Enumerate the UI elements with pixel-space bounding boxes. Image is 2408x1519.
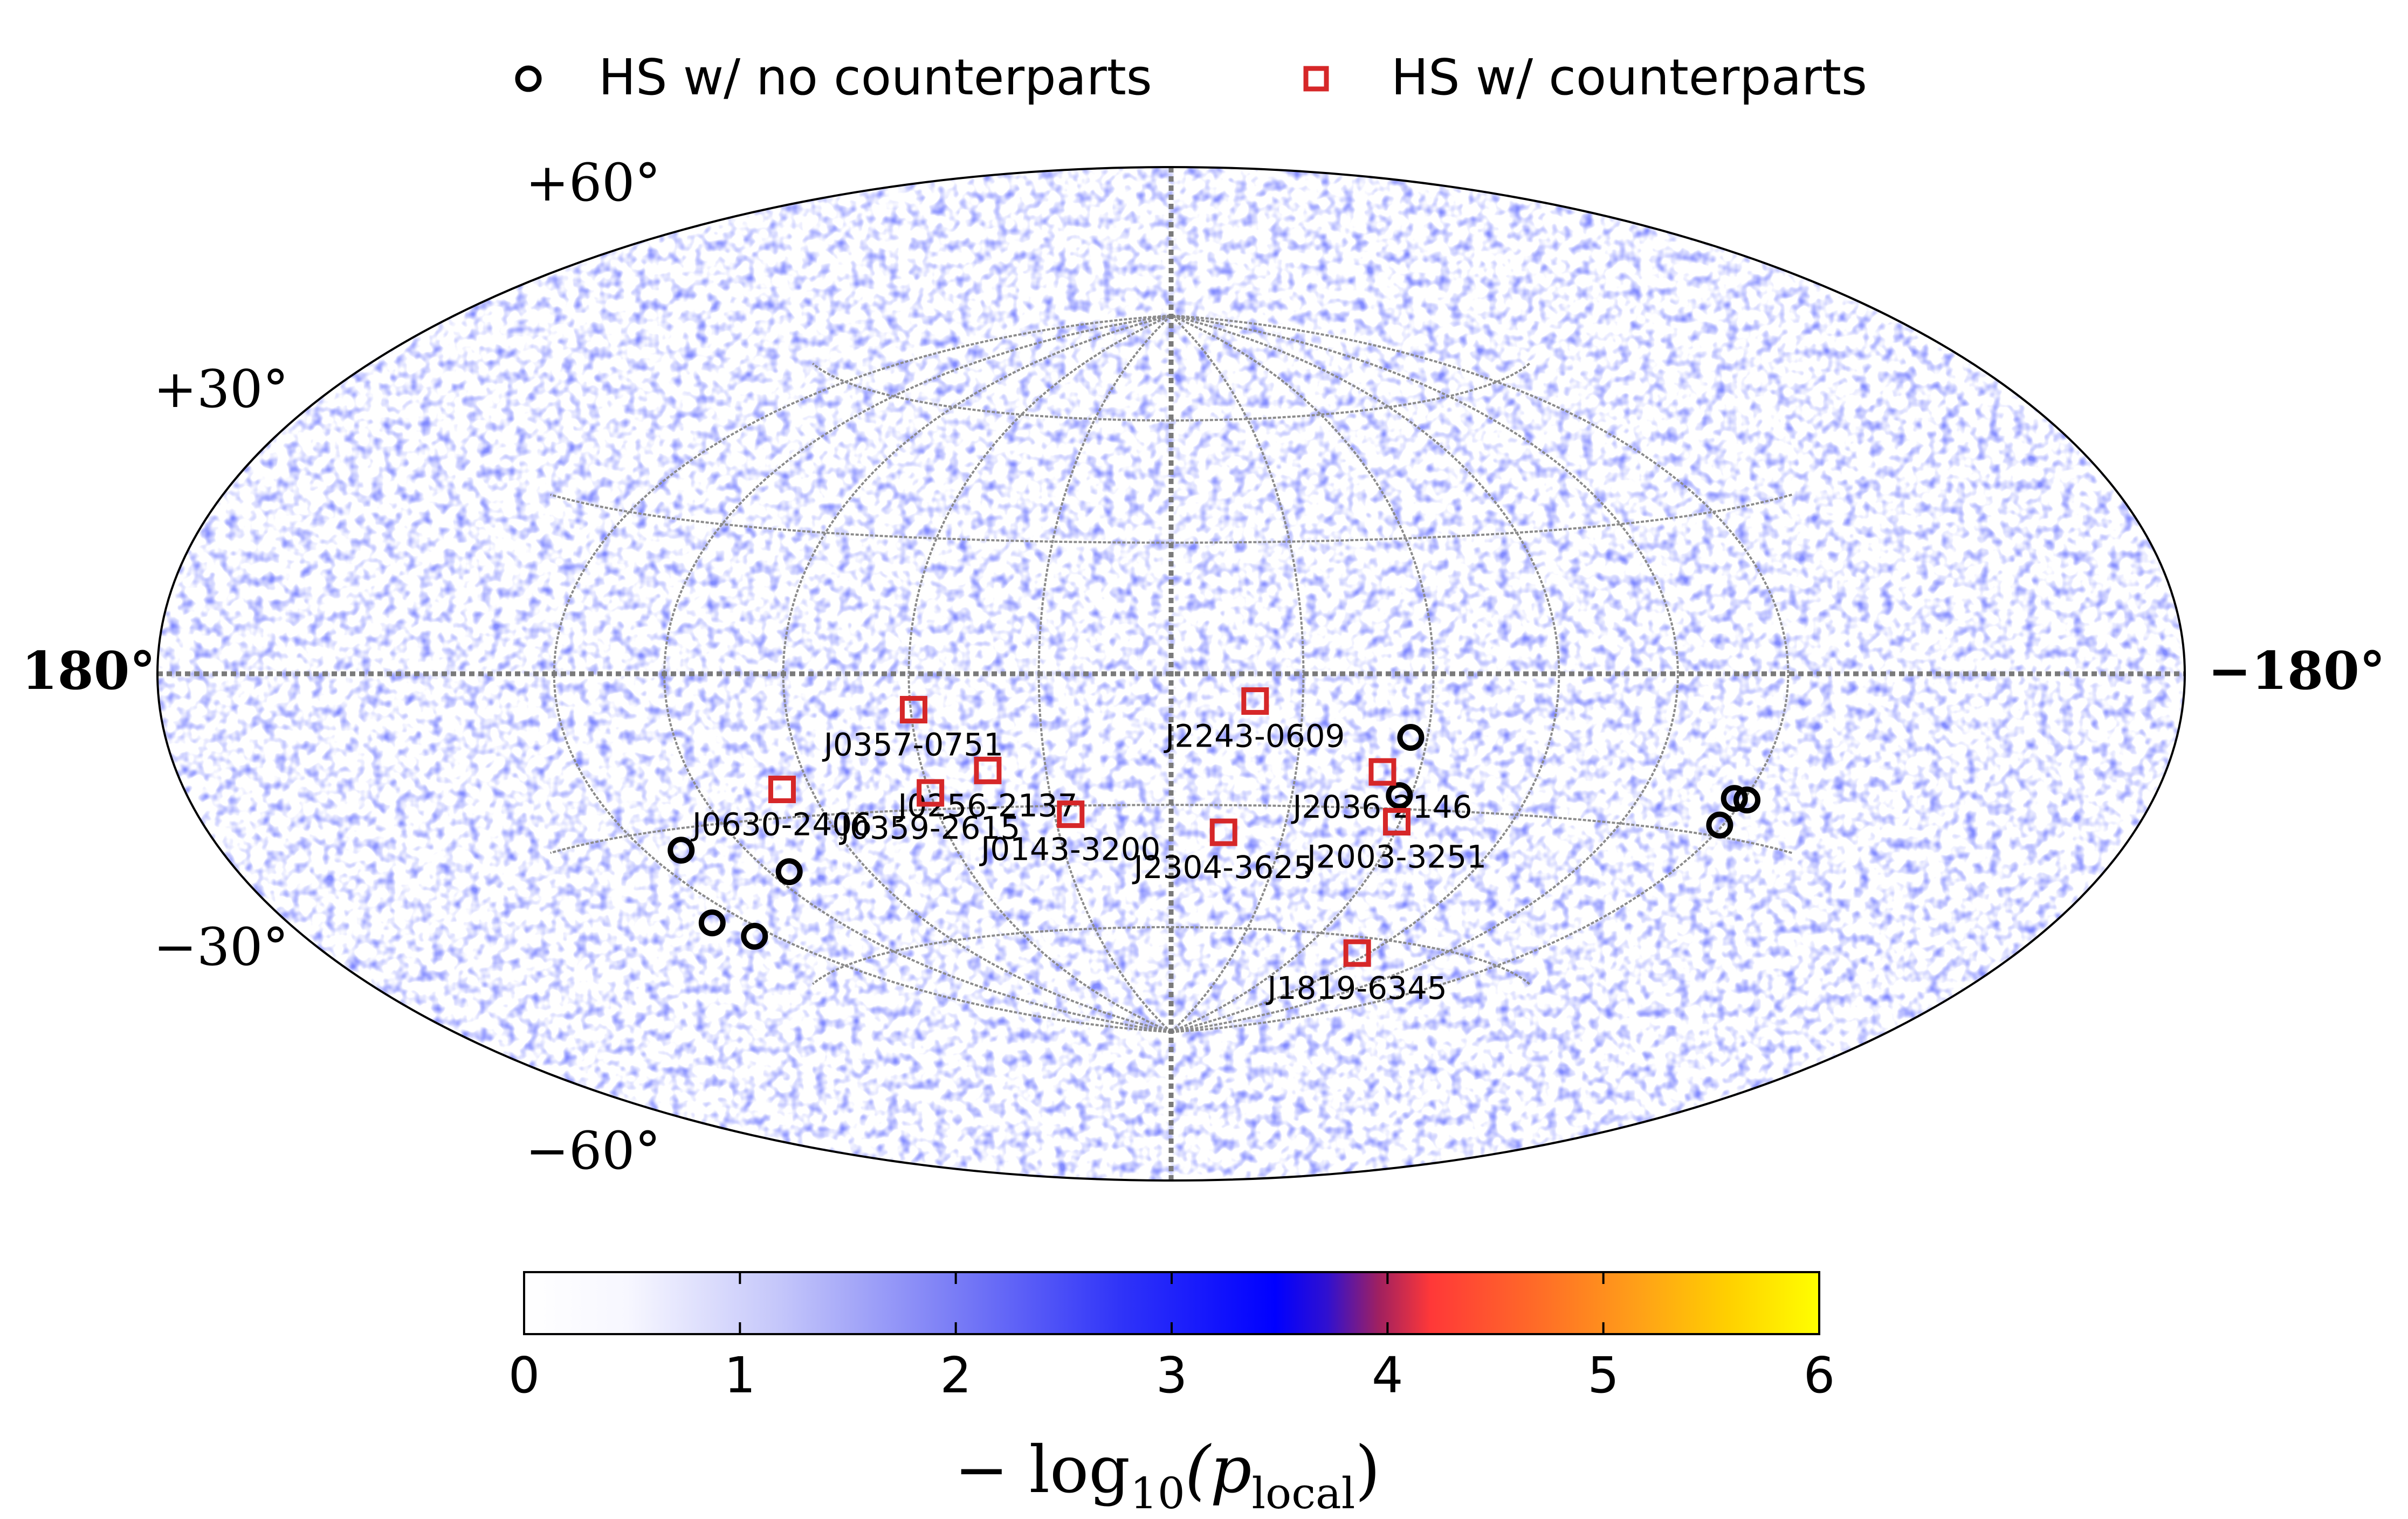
colorbar-tick-label: 1 (724, 1347, 756, 1404)
meridian-line (1170, 314, 1305, 1033)
hotspot-label: J0357-0751 (822, 727, 1003, 763)
legend-label-counterparts: HS w/ counterparts (1391, 49, 1867, 106)
hotspot-no-counterpart-marker (668, 837, 695, 864)
hotspot-counterpart-marker (1343, 939, 1371, 967)
central-axes (157, 167, 2185, 1180)
sky-map-border (156, 166, 2186, 1182)
parallel-line (550, 804, 1792, 854)
hotspot-label: J1819-6345 (1266, 970, 1447, 1006)
parallel-line (812, 362, 1530, 422)
coordinate-grid (550, 314, 1792, 1033)
colorbar-tick-label: 4 (1372, 1347, 1403, 1404)
colorbar-tick-label: 2 (940, 1347, 972, 1404)
hotspot-counterpart-marker (917, 779, 945, 807)
hotspot-no-counterpart-marker (1397, 724, 1425, 751)
hotspot-counterpart-marker (974, 756, 1002, 784)
ra-tick-labels: 180° −180° (22, 640, 2385, 701)
parallel-line (812, 926, 1530, 985)
meridian-line (1171, 314, 1790, 1033)
hotspot-label: J2036-2146 (1291, 789, 1472, 825)
colorbar-label: − log10(plocal) (954, 1433, 1380, 1518)
hotspot-no-counterpart-marker (1721, 785, 1748, 812)
hotspot-counterpart-marker (768, 775, 796, 803)
hotspot-counterpart-marker (1057, 800, 1085, 828)
hotspot-no-counterpart-marker (775, 858, 803, 886)
legend-square-marker (1303, 66, 1329, 92)
hotspot-counterpart-marker (1368, 758, 1396, 786)
hotspot-label: J0143-3200 (979, 831, 1160, 868)
dec-tick-label: −30° (154, 917, 289, 977)
hotspot-no-counterpart-marker (1386, 782, 1413, 809)
hotspot-markers: J0357-0751 J2243-0609J0256-2137J0630-2406… (668, 687, 1761, 1006)
colorbar-tick-label: 0 (508, 1347, 540, 1404)
legend-label-no-counterparts: HS w/ no counterparts (598, 49, 1152, 106)
hotspot-label: J2304-3625 (1132, 849, 1313, 886)
sky-map (156, 166, 2186, 1182)
colorbar-tick-label: 6 (1804, 1347, 1835, 1404)
hotspot-label: J2003-3251 (1305, 838, 1487, 875)
colorbar-tick-label: 3 (1156, 1347, 1188, 1404)
ra-tick-label: 180° (22, 640, 155, 701)
parallel-line (550, 493, 1792, 544)
hotspot-no-counterpart-marker (698, 909, 726, 937)
hotspot-no-counterpart-marker (1733, 786, 1761, 814)
hotspot-counterpart-marker (899, 696, 927, 724)
hotspot-counterpart-marker (1209, 818, 1237, 846)
colorbar-tick-label: 5 (1587, 1347, 1619, 1404)
colorbar: 0 1 2 3 4 5 6 − log10(plocal) (508, 1271, 1835, 1518)
ra-tick-label: −180° (2208, 640, 2385, 701)
hotspot-no-counterpart-marker (1706, 811, 1733, 839)
hotspot-counterpart-marker (1382, 807, 1411, 836)
hotspot-counterpart-marker (1241, 687, 1269, 715)
dec-tick-label: +30° (154, 359, 289, 419)
legend: HS w/ no counterparts HS w/ counterparts (515, 49, 1867, 106)
colorbar-ticks: 0 1 2 3 4 5 6 (508, 1272, 1835, 1404)
dec-tick-labels: +60° +30° −30° −60° (154, 153, 661, 1181)
dec-tick-label: −60° (526, 1121, 661, 1181)
dec-tick-label: +60° (526, 153, 661, 213)
hotspot-label: J0630-2406 (691, 806, 872, 843)
hotspot-label: J0359-2615 (839, 810, 1020, 846)
hotspot-label: J2243-0609 (1164, 718, 1345, 755)
legend-circle-marker (515, 65, 542, 92)
hotspot-no-counterpart-marker (741, 922, 768, 950)
